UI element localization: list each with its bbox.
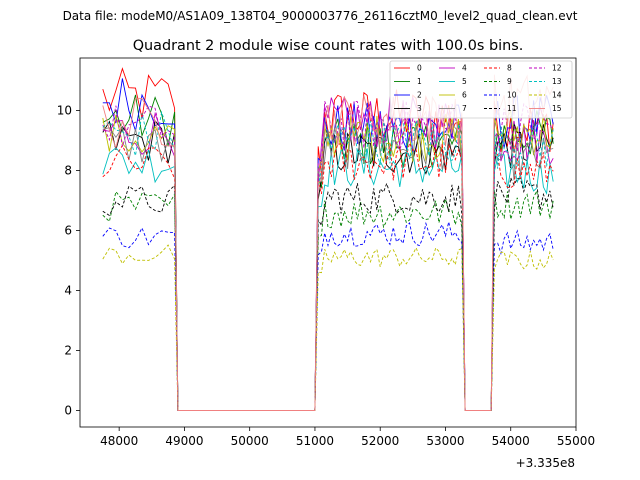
x-axis: 48000 49000 50000 51000 52000 53000 54000 55000: [100, 427, 595, 448]
legend-label-5: 5: [462, 77, 467, 86]
y-tick-label: 2: [64, 344, 72, 358]
series-line-13: [102, 110, 554, 411]
series-line-14: [102, 244, 554, 411]
legend-label-9: 9: [507, 77, 512, 86]
legend-box: [389, 60, 573, 119]
legend-label-4: 4: [462, 64, 467, 73]
chart-title: Quadrant 2 module wise count rates with …: [133, 38, 524, 54]
legend-label-13: 13: [552, 77, 562, 86]
series-line-6: [102, 109, 554, 411]
x-tick-label: 54000: [492, 434, 530, 448]
x-tick-label: 50000: [231, 434, 269, 448]
legend-label-8: 8: [507, 64, 512, 73]
series-line-12: [102, 100, 554, 411]
legend-label-11: 11: [507, 104, 517, 113]
x-tick-label: 55000: [557, 434, 595, 448]
legend-label-15: 15: [552, 104, 562, 113]
series-line-15: [102, 74, 554, 411]
y-tick-label: 0: [64, 404, 72, 418]
axes-frame: [79, 57, 577, 428]
x-tick-label: 51000: [296, 434, 334, 448]
y-tick-label: 4: [64, 284, 72, 298]
legend-label-12: 12: [552, 64, 562, 73]
legend-label-0: 0: [417, 64, 422, 73]
series-line-3: [102, 119, 554, 411]
legend-label-14: 14: [552, 91, 562, 100]
y-tick-label: 10: [57, 104, 72, 118]
legend-label-3: 3: [417, 104, 422, 113]
series-line-9: [102, 189, 554, 411]
y-axis: 0 2 4 6 8 10: [57, 104, 80, 418]
series-line-7: [102, 122, 554, 411]
legend-label-10: 10: [507, 91, 517, 100]
x-tick-label: 48000: [100, 434, 138, 448]
legend-label-6: 6: [462, 91, 467, 100]
y-tick-label: 6: [64, 224, 72, 238]
figure-suptitle: Data file: modeM0/AS1A09_138T04_90000037…: [63, 9, 578, 23]
x-tick-label: 52000: [361, 434, 399, 448]
x-axis-offset-label: +3.335e8: [516, 456, 575, 470]
plot-area: [102, 67, 554, 411]
series-line-5: [102, 146, 554, 411]
legend-label-1: 1: [417, 77, 422, 86]
legend-label-2: 2: [417, 91, 422, 100]
series-line-0: [102, 67, 554, 411]
series-line-8: [102, 141, 554, 411]
y-tick-label: 8: [64, 164, 72, 178]
x-tick-label: 49000: [165, 434, 203, 448]
x-tick-label: 53000: [426, 434, 464, 448]
series-line-11: [102, 176, 554, 411]
legend-label-7: 7: [462, 104, 467, 113]
